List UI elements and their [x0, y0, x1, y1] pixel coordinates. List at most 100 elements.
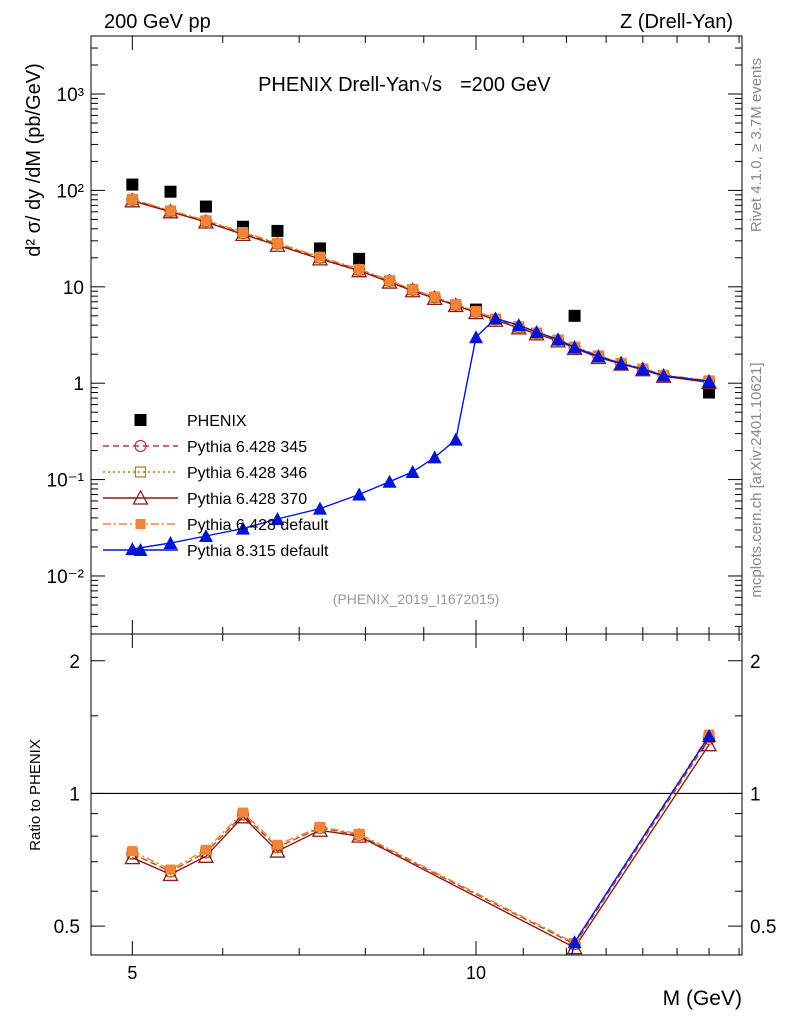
data-point-pythia-8-315-default [270, 511, 285, 525]
data-point-pythia-8-315-default [448, 432, 463, 446]
data-point-pythia-6-428-default [200, 215, 211, 226]
x-tick-label: 10 [466, 963, 486, 983]
ratio-point-pythia-6-428-default [354, 828, 365, 839]
axes-layer: 5 10 10⁻² 10⁻¹ 1 10 10² 10³ 0.5 0.5 1 1 2 2 [47, 35, 776, 983]
data-point-pythia-8-315-default [551, 332, 566, 346]
legend-label-pythia-6-428-370: Pythia 6.428 370 [187, 491, 307, 508]
y-tick-label: 10³ [57, 85, 84, 106]
data-point-pythia-8-315-default [163, 535, 178, 549]
y-tick-label: 10² [57, 181, 84, 202]
rivet-version-label: Rivet 4.1.0, ≥ 3.7M events [748, 58, 765, 232]
ratio-point-pythia-8-315-default [702, 728, 717, 742]
ratio-point-pythia-6-428-default [127, 846, 138, 857]
legend-marker-pythia-6-428-346 [134, 466, 147, 478]
series-line-pythia-8-315-default [132, 317, 710, 550]
data-point-pythia-8-315-default [469, 330, 484, 344]
data-point-pythia-8-315-default [635, 362, 650, 376]
ratio-point-pythia-6-428-370 [700, 736, 718, 752]
data-point-pythia-8-315-default [198, 528, 213, 542]
data-point-pythia-8-315-default [591, 349, 606, 363]
series-line-pythia-6-428-default [132, 198, 710, 382]
legend-label-pythia-8-315-default: Pythia 8.315 default [187, 543, 329, 560]
legend-label-pythia-6-428-default: Pythia 6.428 default [187, 517, 329, 534]
ratio-point-pythia-6-428-370 [197, 847, 215, 863]
data-point-phenix [126, 178, 139, 191]
data-point-pythia-6-428-default [272, 237, 283, 248]
legend-marker-phenix [134, 414, 147, 426]
ratio-y-tick-label-right: 1 [750, 784, 761, 805]
series-line-pythia-6-428-346 [132, 199, 710, 382]
data-point-phenix [353, 252, 366, 265]
legend-label-pythia-6-428-345: Pythia 6.428 345 [187, 439, 307, 456]
legend-label-pythia-6-428-346: Pythia 6.428 346 [187, 465, 307, 482]
ratio-point-pythia-6-428-default [272, 839, 283, 850]
legend-label-phenix: PHENIX [187, 413, 247, 430]
legend: PHENIX Pythia 6.428 345 Pythia 6.428 346 Py… [103, 413, 329, 560]
legend-marker-pythia-8-315-default [133, 543, 148, 556]
ratio-y-tick-label: 2 [69, 652, 80, 673]
data-point-pythia-8-315-default [235, 521, 250, 535]
data-point-phenix [568, 309, 581, 322]
series-line-pythia-6-428-370 [132, 200, 710, 384]
ratio-y-tick-label-right: 2 [750, 652, 761, 673]
series-layer [124, 178, 718, 955]
data-point-pythia-8-315-default [702, 374, 717, 388]
data-point-pythia-6-428-default [407, 284, 418, 295]
data-point-phenix [164, 185, 177, 198]
legend-marker-pythia-6-428-370 [132, 489, 149, 505]
header-left: 200 GeV pp [104, 11, 211, 33]
ratio-y-axis-label: Ratio to PHENIX [27, 739, 44, 851]
data-point-pythia-8-315-default [382, 474, 397, 488]
ratio-point-pythia-6-428-370 [124, 849, 141, 865]
data-point-phenix [703, 386, 716, 399]
data-point-pythia-6-428-default [165, 205, 176, 216]
data-point-pythia-6-428-default [127, 194, 138, 205]
data-point-phenix [199, 200, 212, 213]
data-point-pythia-8-315-default [614, 356, 629, 370]
y-tick-label: 10⁻² [47, 567, 85, 588]
header-right: Z (Drell-Yan) [620, 11, 733, 33]
data-point-pythia-8-315-default [488, 311, 503, 325]
ratio-point-pythia-8-315-default [567, 935, 582, 949]
data-point-phenix [313, 242, 326, 255]
ratio-line-pythia-6-428-346 [132, 737, 710, 946]
y-tick-label: 1 [73, 374, 84, 395]
ratio-plot-frame [90, 633, 743, 956]
data-point-pythia-6-428-default [429, 291, 440, 302]
analysis-id: (PHENIX_2019_I1672015) [333, 591, 500, 607]
source-url-label: mcplots.cern.ch [arXiv:2401.10621] [748, 362, 765, 597]
ratio-line-pythia-6-428-370 [132, 744, 710, 949]
ratio-series-group [124, 728, 718, 955]
plot-title-sqrt: √s [421, 74, 442, 96]
legend-marker-pythia-6-428-345 [134, 439, 147, 453]
data-point-pythia-6-428-default [354, 264, 365, 275]
ratio-y-tick-label-right: 0.5 [750, 917, 776, 938]
x-tick-label: 5 [127, 963, 137, 983]
data-point-pythia-8-315-default [312, 501, 327, 515]
x-axis-label: M (GeV) [663, 987, 742, 1010]
data-point-pythia-8-315-default [656, 368, 671, 382]
ratio-y-tick-label: 1 [69, 784, 80, 805]
legend-marker-pythia-6-428-default [135, 519, 146, 529]
ratio-point-pythia-6-428-default [314, 821, 325, 832]
plot-title-suffix: =200 GeV [460, 74, 551, 96]
y-axis-label: d² σ/ dy /dM (pb/GeV) [23, 63, 45, 257]
ratio-point-pythia-6-428-370 [269, 842, 286, 858]
ratio-point-pythia-6-428-default [237, 807, 248, 818]
data-point-pythia-6-428-default [471, 306, 482, 317]
data-point-pythia-6-428-default [384, 275, 395, 286]
data-point-pythia-8-315-default [567, 340, 582, 354]
ratio-y-tick-label: 0.5 [54, 917, 80, 938]
data-point-pythia-8-315-default [529, 324, 544, 338]
data-point-pythia-8-315-default [352, 487, 367, 501]
data-point-pythia-6-428-default [314, 251, 325, 262]
data-point-pythia-8-315-default [511, 318, 526, 332]
data-point-pythia-8-315-default [427, 450, 442, 464]
plot-title-prefix: PHENIX Drell-Yan [258, 74, 420, 96]
ratio-point-pythia-6-428-default [200, 844, 211, 855]
data-point-pythia-6-428-default [450, 299, 461, 310]
y-tick-label: 10⁻¹ [47, 471, 85, 492]
data-point-phenix [271, 224, 284, 237]
ratio-line-pythia-8-315-default [570, 735, 710, 955]
